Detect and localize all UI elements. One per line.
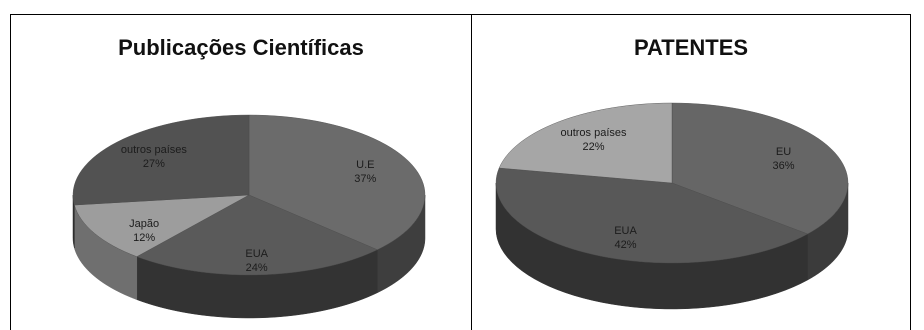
slice-label: EU — [776, 146, 791, 158]
pie-chart-publicacoes: U.E 37% EUA 24% Japão 12% outros países 27% — [72, 114, 426, 319]
slice-value-label: 12% — [133, 232, 155, 244]
pie-slice-outros-países — [72, 114, 250, 206]
pie-slice-u.e — [248, 114, 426, 250]
chart-panel-publicacoes: Publicações Científicas U.E 37% EUA 24% Japã… — [10, 14, 472, 330]
slice-label: EUA — [245, 248, 268, 260]
slice-value-label: 27% — [143, 158, 165, 170]
slice-value-label: 42% — [614, 239, 636, 251]
chart-panel-patentes: PATENTES EU 36% EUA 42% outros países 22% — [471, 14, 911, 330]
pie-slice-eua — [495, 167, 809, 264]
pie-slice-japão — [74, 194, 250, 257]
pie-slice-eua — [136, 194, 378, 276]
slice-label: Japão — [129, 218, 159, 230]
pie-slice-eu — [671, 102, 849, 235]
chart-title: PATENTES — [633, 35, 749, 60]
slice-label: EUA — [614, 225, 637, 237]
pie-chart-patentes: EU 36% EUA 42% outros países 22% — [495, 102, 849, 310]
slice-value-label: 36% — [772, 160, 794, 172]
pie-slice-outros-países — [498, 102, 673, 184]
chart-title: Publicações Científicas — [118, 35, 364, 60]
slice-value-label: 22% — [582, 141, 604, 153]
slice-value-label: 37% — [354, 173, 376, 185]
slice-value-label: 24% — [246, 262, 268, 274]
slice-label: outros países — [560, 127, 627, 139]
slice-label: U.E — [356, 159, 374, 171]
slice-label: outros países — [121, 144, 188, 156]
